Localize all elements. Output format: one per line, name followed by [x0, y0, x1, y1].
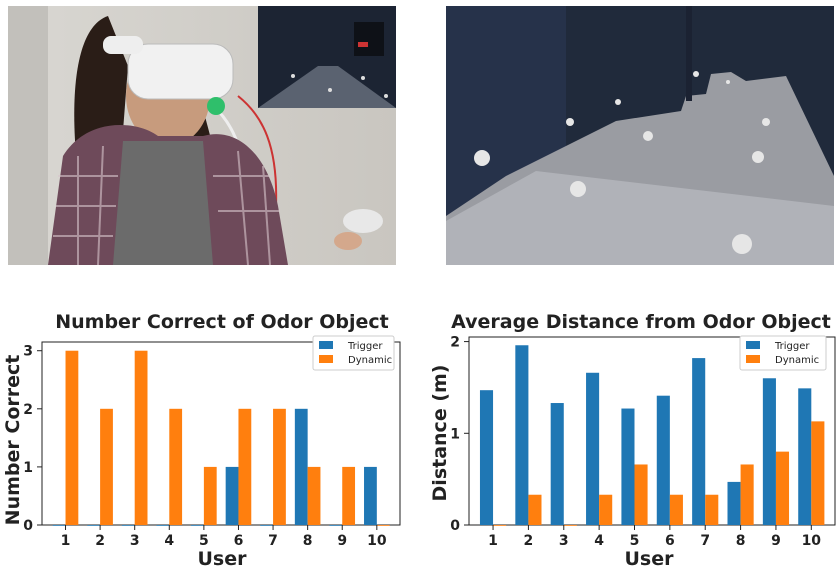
x-tick-label: 3 [559, 533, 569, 549]
y-tick-label: 1 [450, 426, 460, 442]
x-tick-label: 8 [736, 533, 746, 549]
x-tick-label: 10 [367, 533, 387, 549]
bar-trigger-user-1 [52, 525, 66, 526]
plot-area: 0 1 2 1 2 3 4 5 6 7 8 9 10 [450, 335, 836, 549]
y-axis-label: Number Correct [2, 355, 24, 526]
bar-trigger-user-10 [798, 388, 812, 525]
bar-dynamic-user-8 [307, 466, 321, 525]
plot-frame [468, 336, 836, 526]
bar-trigger-user-4 [156, 525, 170, 526]
bar-trigger-user-2 [87, 525, 101, 526]
bar-trigger-user-4 [586, 372, 600, 525]
bar-trigger-user-7 [260, 525, 274, 526]
legend-swatch-dynamic [746, 355, 760, 363]
x-tick-label: 4 [594, 533, 604, 549]
x-tick-label: 10 [802, 533, 822, 549]
bar-trigger-user-3 [121, 525, 135, 526]
bar-trigger-user-9 [329, 525, 343, 526]
bar-dynamic-user-2 [100, 408, 113, 525]
plot-area: 0 1 2 3 1 2 3 4 5 6 7 8 9 10 [23, 341, 401, 549]
bar-dynamic-user-6 [238, 408, 252, 525]
y-axis-label: Distance (m) [429, 365, 451, 502]
x-tick-label: 1 [488, 533, 498, 549]
x-tick-label: 1 [61, 533, 71, 549]
y-tick-label: 2 [450, 335, 460, 351]
x-tick-label: 2 [524, 533, 534, 549]
bar-dynamic-user-10 [376, 525, 390, 526]
bar-dynamic-user-4 [599, 494, 613, 525]
vr-scene-render [446, 6, 834, 265]
bar-dynamic-user-9 [342, 466, 356, 525]
bar-dynamic-user-4 [169, 408, 183, 525]
bar-dynamic-user-10 [811, 421, 825, 525]
bar-trigger-user-8 [727, 481, 741, 525]
bar-dynamic-user-5 [634, 464, 648, 525]
legend-swatch-trigger [746, 341, 760, 349]
chart-svg: Number Correct of Odor Object Number Cor… [2, 311, 401, 570]
legend-label-trigger: Trigger [774, 341, 810, 352]
chart-title: Number Correct of Odor Object [55, 311, 389, 333]
x-tick-label: 7 [700, 533, 710, 549]
x-axis-label: User [198, 548, 248, 570]
bar-trigger-user-5 [621, 408, 635, 525]
x-tick-label: 4 [164, 533, 174, 549]
x-tick-label: 5 [630, 533, 640, 549]
bar-trigger-user-1 [479, 390, 494, 525]
bar-trigger-user-6 [225, 466, 239, 525]
y-tick-label: 0 [450, 518, 460, 534]
bar-dynamic-user-6 [669, 494, 683, 525]
bar-dynamic-user-1 [493, 525, 507, 526]
chart-svg: Average Distance from Odor Object Distan… [429, 311, 836, 570]
bar-trigger-user-6 [656, 395, 670, 525]
bar-trigger-user-3 [550, 403, 564, 525]
legend-label-trigger: Trigger [347, 341, 383, 352]
y-tick-label: 2 [23, 402, 33, 418]
x-tick-label: 2 [95, 533, 105, 549]
x-tick-label: 6 [234, 533, 244, 549]
legend-swatch-dynamic [319, 355, 333, 363]
legend: Trigger Dynamic [739, 335, 827, 371]
y-tick-label: 0 [23, 518, 33, 534]
bar-dynamic-user-3 [134, 350, 148, 525]
legend-label-dynamic: Dynamic [348, 355, 392, 366]
x-tick-label: 6 [665, 533, 675, 549]
bar-dynamic-user-9 [775, 451, 790, 525]
x-tick-label: 9 [337, 533, 347, 549]
x-tick-label: 8 [303, 533, 313, 549]
bar-dynamic-user-1 [65, 350, 79, 525]
vr-user-photo [8, 6, 396, 265]
bar-trigger-user-8 [294, 408, 308, 525]
chart-number-correct: Number Correct of Odor Object Number Cor… [0, 305, 405, 570]
chart-average-distance: Average Distance from Odor Object Distan… [428, 305, 838, 570]
bar-dynamic-user-2 [528, 494, 542, 525]
bar-trigger-user-2 [515, 345, 529, 525]
bar-trigger-user-5 [191, 525, 204, 526]
x-axis-label: User [625, 548, 675, 570]
x-tick-label: 7 [268, 533, 278, 549]
x-tick-label: 5 [199, 533, 209, 549]
bar-dynamic-user-7 [705, 494, 719, 525]
y-tick-label: 3 [23, 344, 33, 360]
bar-dynamic-user-3 [563, 525, 577, 526]
bar-trigger-user-10 [364, 466, 377, 525]
legend-swatch-trigger [319, 341, 333, 349]
bar-dynamic-user-7 [273, 408, 286, 525]
legend: Trigger Dynamic [312, 335, 395, 371]
legend-label-dynamic: Dynamic [775, 355, 819, 366]
chart-title: Average Distance from Odor Object [451, 311, 831, 333]
bar-trigger-user-9 [762, 378, 776, 525]
x-tick-label: 3 [130, 533, 140, 549]
x-tick-label: 9 [771, 533, 781, 549]
bar-dynamic-user-8 [740, 464, 754, 525]
bar-dynamic-user-5 [203, 466, 217, 525]
bar-trigger-user-7 [692, 358, 706, 525]
plot-frame [41, 341, 401, 526]
y-tick-label: 1 [23, 460, 33, 476]
